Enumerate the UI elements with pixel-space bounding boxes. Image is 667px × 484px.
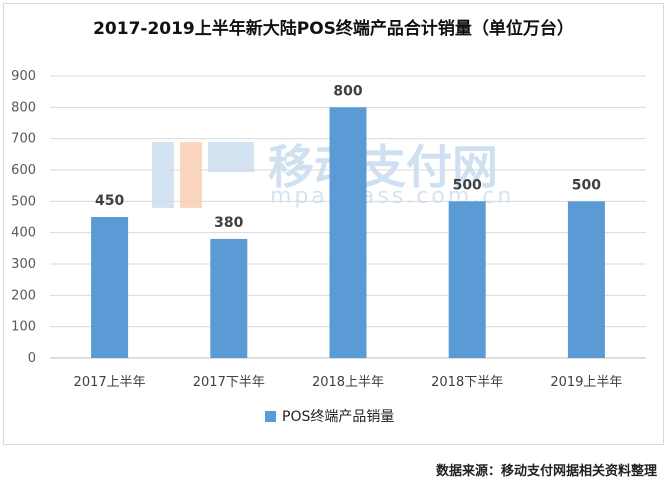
data-label: 500 [572, 177, 601, 193]
x-tick-label: 2017下半年 [193, 375, 265, 390]
y-tick-label: 200 [11, 288, 36, 303]
legend: POS终端产品销量 [265, 409, 394, 425]
bar [329, 107, 367, 358]
data-labels: 450 380 800 500 500 [95, 83, 601, 231]
data-label: 500 [453, 177, 482, 193]
data-label: 800 [333, 83, 362, 99]
y-tick-label: 800 [11, 100, 36, 115]
watermark-bar-2 [180, 142, 202, 208]
y-tick-label: 300 [11, 257, 36, 272]
chart-title: 2017-2019上半年新大陆POS终端产品合计销量（单位万台） [93, 19, 574, 39]
y-axis-ticks: 0 100 200 300 400 500 600 700 800 900 [11, 69, 36, 366]
data-label: 450 [95, 193, 124, 209]
y-tick-label: 100 [11, 320, 36, 335]
data-label: 380 [214, 215, 243, 231]
y-tick-label: 0 [28, 351, 36, 366]
watermark-bar-1 [152, 142, 174, 208]
source-note: 数据来源：移动支付网据相关资料整理 [435, 464, 657, 479]
bar [567, 201, 605, 358]
watermark-logo: 移动支付网 mpaypass.com.cn [152, 140, 511, 209]
legend-label: POS终端产品销量 [282, 409, 394, 425]
watermark-bar-3 [208, 142, 254, 172]
x-tick-label: 2017上半年 [74, 375, 146, 390]
y-tick-label: 400 [11, 226, 36, 241]
x-tick-label: 2019上半年 [550, 375, 622, 390]
y-tick-label: 700 [11, 132, 36, 147]
legend-swatch [265, 411, 276, 422]
bar [91, 217, 129, 358]
x-tick-label: 2018下半年 [431, 375, 503, 390]
bar [210, 238, 248, 358]
y-tick-label: 600 [11, 163, 36, 178]
bars [91, 107, 605, 358]
watermark-text-cn: 移动支付网 [268, 140, 498, 194]
x-tick-label: 2018上半年 [312, 375, 384, 390]
y-tick-label: 900 [11, 69, 36, 84]
y-tick-label: 500 [11, 194, 36, 209]
x-axis-labels: 2017上半年 2017下半年 2018上半年 2018下半年 2019上半年 [74, 375, 623, 390]
bar [448, 201, 486, 358]
